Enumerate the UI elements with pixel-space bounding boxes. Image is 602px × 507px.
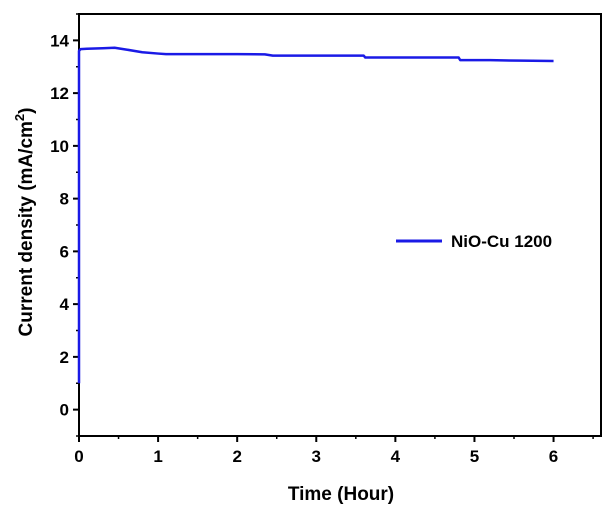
x-ticks: 0 1 2 3 4 5 6 xyxy=(74,436,594,466)
y-axis-title-suffix: ) xyxy=(16,108,37,114)
x-tick-label: 4 xyxy=(391,447,401,466)
y-tick-label: 14 xyxy=(50,31,69,50)
y-tick-label: 8 xyxy=(60,190,69,209)
y-tick-label: 2 xyxy=(60,348,69,367)
y-tick-label: 4 xyxy=(60,295,70,314)
x-tick-label: 2 xyxy=(232,447,241,466)
x-tick-label: 1 xyxy=(153,447,162,466)
y-tick-label: 12 xyxy=(50,84,69,103)
y-axis-title-main: Current density (mA/cm xyxy=(16,121,37,336)
series-group xyxy=(77,46,554,384)
y-axis-title-superscript: 2 xyxy=(12,114,27,121)
y-tick-label: 6 xyxy=(60,242,69,261)
y-ticks: 0 2 4 6 8 10 12 14 xyxy=(50,13,79,437)
legend-label: NiO-Cu 1200 xyxy=(451,232,552,251)
y-tick-label: 0 xyxy=(60,401,69,420)
axes xyxy=(78,13,602,437)
legend: NiO-Cu 1200 xyxy=(396,232,552,251)
y-tick-label: 10 xyxy=(50,137,69,156)
x-tick-label: 3 xyxy=(312,447,321,466)
x-tick-label: 0 xyxy=(74,447,83,466)
y-axis-title: Current density (mA/cm2) xyxy=(12,108,37,337)
plot-frame xyxy=(78,13,602,437)
x-tick-label: 6 xyxy=(549,447,558,466)
series-line xyxy=(77,46,554,384)
x-tick-label: 5 xyxy=(470,447,479,466)
x-axis-title: Time (Hour) xyxy=(288,484,394,505)
